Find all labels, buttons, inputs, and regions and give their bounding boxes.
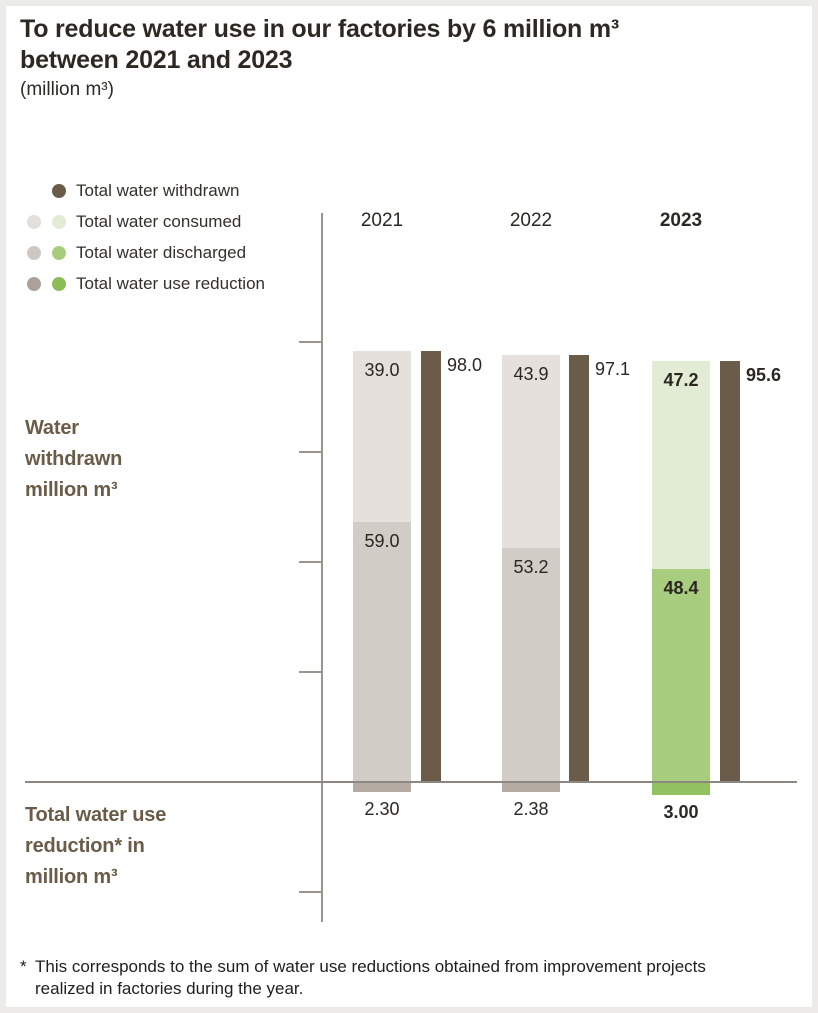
bar-discharged-2022 xyxy=(502,547,560,782)
baseline xyxy=(25,781,797,783)
value-reduction-2023: 3.00 xyxy=(663,802,699,823)
bar-consumed-2022 xyxy=(502,354,560,548)
axis-tick xyxy=(299,561,322,563)
y-axis-line xyxy=(321,213,323,922)
legend-dot xyxy=(27,276,41,291)
axis-tick xyxy=(299,671,322,673)
footnote: * This corresponds to the sum of water u… xyxy=(20,956,798,1000)
axis-label-total-water-use-reduction: Total water use reduction* in million m³ xyxy=(25,804,167,888)
value-consumed-2022: 43.9 xyxy=(513,363,549,384)
bar-reduction-2021 xyxy=(353,782,411,793)
value-consumed-2023: 47.2 xyxy=(663,370,699,391)
legend-item: Total water withdrawn xyxy=(27,180,240,200)
value-discharged-2022: 53.2 xyxy=(513,556,549,577)
legend-item: Total water discharged xyxy=(27,242,247,262)
legend-item: Total water use reduction xyxy=(27,273,265,293)
legend-dot xyxy=(52,183,66,198)
value-discharged-2023: 48.4 xyxy=(663,578,699,599)
page-title: To reduce water use in our factories by … xyxy=(20,15,619,74)
year-label-2022: 2022 xyxy=(509,210,553,231)
axis-tick xyxy=(299,891,322,893)
legend-item-label: Total water discharged xyxy=(76,242,247,262)
value-reduction-2021: 2.30 xyxy=(364,799,400,820)
bar-consumed-2021 xyxy=(353,350,411,523)
value-withdrawn-2023: 95.6 xyxy=(746,365,782,386)
footnote-text: This corresponds to the sum of water use… xyxy=(35,957,706,998)
bar-withdrawn-2023 xyxy=(720,361,740,782)
bar-reduction-2022 xyxy=(502,782,560,793)
bar-withdrawn-2021 xyxy=(421,350,441,782)
legend: Total water withdrawn Total water consume… xyxy=(27,180,347,313)
value-withdrawn-2022: 97.1 xyxy=(595,358,631,379)
legend-item: Total water consumed xyxy=(27,211,242,231)
axis-tick xyxy=(299,451,322,453)
value-reduction-2022: 2.38 xyxy=(513,799,549,820)
value-discharged-2021: 59.0 xyxy=(364,531,400,552)
chart-unit-subtitle: (million m³) xyxy=(20,79,114,100)
legend-item-label: Total water consumed xyxy=(76,211,242,231)
legend-item-label: Total water withdrawn xyxy=(76,180,240,200)
value-withdrawn-2021: 98.0 xyxy=(447,354,483,375)
axis-label-water-withdrawn: Water withdrawn million m³ xyxy=(25,417,123,501)
legend-dot xyxy=(27,214,41,229)
axis-tick xyxy=(299,341,322,343)
bar-consumed-2023 xyxy=(652,361,710,570)
legend-dot xyxy=(52,245,66,260)
bar-withdrawn-2022 xyxy=(569,354,589,782)
bar-discharged-2023 xyxy=(652,569,710,782)
legend-dot xyxy=(27,245,41,260)
value-consumed-2021: 39.0 xyxy=(364,359,400,380)
year-label-2023: 2023 xyxy=(659,210,703,231)
legend-dot xyxy=(52,276,66,291)
year-label-2021: 2021 xyxy=(360,210,404,231)
bar-reduction-2023 xyxy=(652,782,710,796)
legend-dot xyxy=(52,214,66,229)
bar-discharged-2021 xyxy=(353,522,411,782)
legend-item-label: Total water use reduction xyxy=(76,273,265,293)
footnote-asterisk: * xyxy=(20,957,27,976)
